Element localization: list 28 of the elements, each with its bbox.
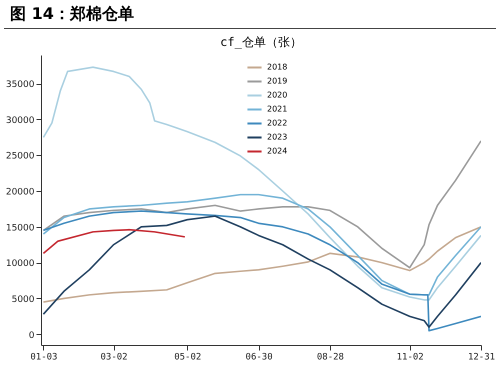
y-tick-label: 10000 (6, 259, 35, 270)
legend-label: 2022 (267, 118, 288, 128)
y-tick-label: 20000 (6, 188, 35, 198)
x-tick-label: 11-02 (396, 352, 424, 362)
chart-subtitle: cf_仓单（张） (220, 35, 302, 49)
legend-label: 2019 (267, 76, 288, 86)
legend-label: 2018 (267, 62, 288, 72)
x-tick-label: 05-02 (174, 352, 202, 362)
y-tick-label: 25000 (6, 152, 35, 162)
line-series (42, 226, 481, 303)
chart-title: 图 14：郑棉仓单 (4, 0, 496, 29)
line-series (42, 194, 481, 296)
legend-label: 2024 (267, 146, 288, 156)
x-tick-label: 01-03 (30, 352, 58, 362)
y-tick-label: 5000 (12, 294, 35, 305)
x-tick-label: 06-30 (246, 352, 273, 362)
line-series (42, 140, 481, 268)
y-tick-label: 15000 (6, 223, 35, 234)
legend-label: 2021 (267, 104, 288, 114)
y-tick-label: 30000 (6, 116, 35, 126)
x-tick-label: 12-31 (468, 352, 496, 362)
x-tick-label: 08-28 (316, 352, 344, 362)
y-tick-label: 35000 (6, 80, 35, 90)
legend-label: 2020 (267, 90, 288, 100)
x-tick-label: 03-02 (100, 352, 128, 362)
y-tick-label: 0 (28, 330, 35, 341)
legend-label: 2023 (267, 132, 288, 142)
line-series (42, 228, 186, 254)
